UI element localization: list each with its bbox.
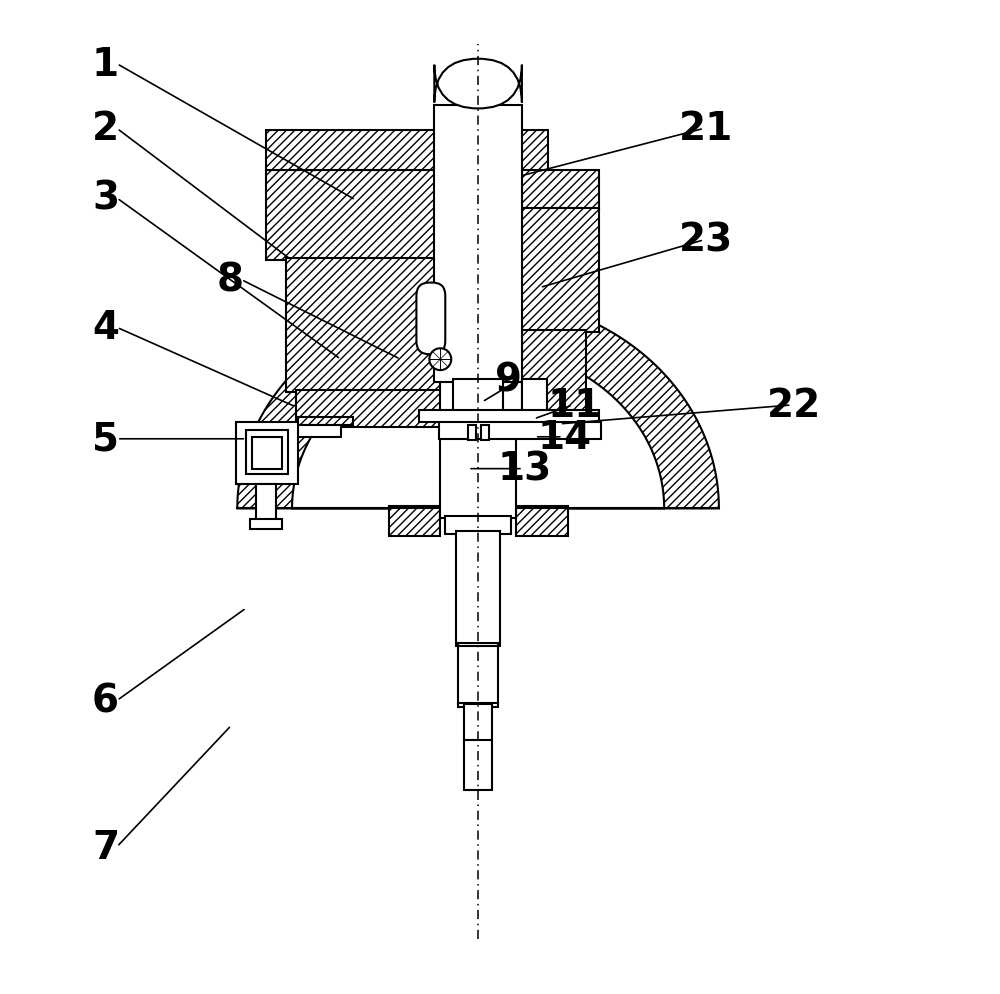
Bar (445, 517, 511, 535)
Text: 21: 21 (679, 110, 733, 148)
Text: 4: 4 (92, 309, 119, 347)
Text: 22: 22 (767, 387, 821, 424)
FancyBboxPatch shape (416, 283, 445, 355)
Bar (298, 425, 341, 437)
Bar (419, 411, 599, 422)
Bar (522, 331, 586, 419)
Bar (522, 209, 599, 333)
Text: 23: 23 (679, 222, 733, 259)
Text: 7: 7 (92, 828, 119, 866)
Polygon shape (292, 347, 664, 509)
Bar (458, 643, 498, 708)
Bar (522, 171, 599, 211)
Bar (296, 391, 440, 427)
Text: 8: 8 (216, 261, 243, 299)
Bar (453, 380, 503, 427)
Text: 6: 6 (92, 682, 119, 720)
Circle shape (429, 349, 451, 371)
Bar (439, 421, 601, 439)
Bar (266, 171, 440, 260)
Bar (252, 437, 282, 469)
Bar (464, 705, 492, 790)
Text: 14: 14 (538, 418, 592, 456)
Bar (256, 484, 276, 522)
Bar (522, 380, 547, 419)
Bar (389, 507, 440, 537)
Bar (266, 131, 548, 171)
Text: 11: 11 (548, 387, 602, 424)
Bar (250, 520, 282, 530)
Text: 9: 9 (495, 361, 522, 399)
Bar (456, 532, 500, 646)
Text: 13: 13 (498, 450, 552, 488)
Bar (516, 507, 568, 537)
Text: 5: 5 (92, 420, 119, 458)
Bar (286, 258, 440, 393)
Text: 3: 3 (92, 180, 119, 218)
Bar (298, 417, 353, 425)
Text: 2: 2 (92, 110, 119, 148)
Bar (434, 106, 522, 383)
Bar (481, 425, 489, 440)
Text: 1: 1 (92, 46, 119, 83)
Bar (440, 437, 516, 519)
Bar (236, 422, 298, 484)
Polygon shape (237, 297, 719, 509)
FancyBboxPatch shape (434, 60, 522, 109)
Bar (246, 430, 288, 474)
Bar (468, 425, 476, 440)
